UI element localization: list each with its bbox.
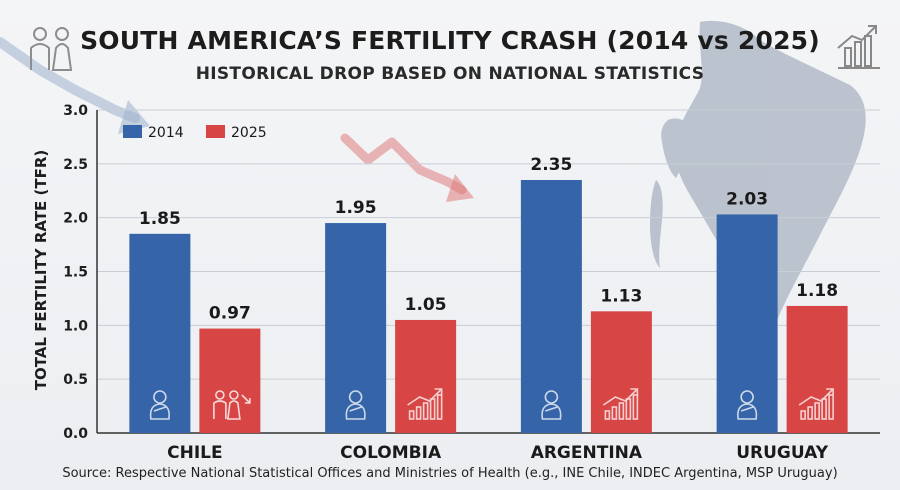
y-tick-label: 0.0 — [63, 426, 88, 442]
bar-value-label: 2.35 — [530, 155, 572, 175]
legend-swatch-2014 — [123, 125, 142, 138]
bar-value-labels: 1.85 0.97 1.95 1.05 2.35 1.13 2.03 1.18 — [139, 155, 838, 324]
baby-icon — [345, 390, 366, 420]
legend-swatch-2025 — [206, 125, 225, 138]
y-tick-label: 2.5 — [63, 157, 88, 173]
bar-2014-uruguay — [716, 214, 778, 433]
bar-2014-chile — [129, 233, 191, 433]
growth-chart-icon — [407, 388, 443, 420]
bar-2025-chile — [199, 328, 261, 433]
baby-icon — [737, 390, 758, 420]
growth-chart-icon — [837, 25, 880, 69]
bar-2025-colombia — [395, 319, 457, 433]
bar-value-label: 1.13 — [600, 286, 642, 306]
chart-title: SOUTH AMERICA’S FERTILITY CRASH (2014 vs… — [80, 26, 820, 55]
y-tick-label: 0.5 — [63, 372, 88, 388]
family-decline-icon — [213, 390, 251, 420]
baby-icon — [149, 390, 170, 420]
x-tick-label: COLOMBIA — [340, 443, 442, 463]
chart-subtitle: HISTORICAL DROP BASED ON NATIONAL STATIS… — [195, 64, 705, 84]
bar-value-label: 1.95 — [335, 198, 377, 218]
bars — [129, 179, 848, 433]
bar-value-label: 0.97 — [209, 304, 251, 324]
baby-icon — [541, 390, 562, 420]
y-tick-label: 3.0 — [63, 103, 88, 119]
y-tick-label: 1.0 — [63, 318, 88, 334]
map-decoration — [650, 20, 866, 373]
bar-value-label: 2.03 — [726, 189, 768, 209]
family-icon — [30, 27, 73, 71]
bar-2014-colombia — [325, 223, 387, 433]
bar-2014-argentina — [520, 179, 582, 433]
bar-2025-argentina — [590, 311, 652, 433]
legend-label-2025: 2025 — [231, 125, 267, 141]
y-tick-label: 2.0 — [63, 211, 88, 227]
growth-chart-icon — [602, 388, 639, 420]
source-note: Source: Respective National Statistical … — [62, 466, 838, 481]
bar-value-label: 1.85 — [139, 209, 181, 229]
legend: 2014 2025 — [123, 125, 267, 141]
x-axis-labels: CHILE COLOMBIA ARGENTINA URUGUAY — [167, 443, 829, 463]
bar-value-label: 1.05 — [405, 295, 447, 315]
bar-value-label: 1.18 — [796, 281, 838, 301]
x-tick-label: ARGENTINA — [531, 443, 643, 463]
bar-2025-uruguay — [786, 305, 848, 433]
x-tick-label: URUGUAY — [736, 443, 828, 463]
legend-label-2014: 2014 — [148, 125, 184, 141]
y-axis-title: TOTAL FERTILITY RATE (TFR) — [32, 150, 50, 391]
growth-chart-icon — [798, 388, 834, 420]
y-tick-label: 1.5 — [63, 265, 88, 281]
x-tick-label: CHILE — [167, 443, 222, 463]
